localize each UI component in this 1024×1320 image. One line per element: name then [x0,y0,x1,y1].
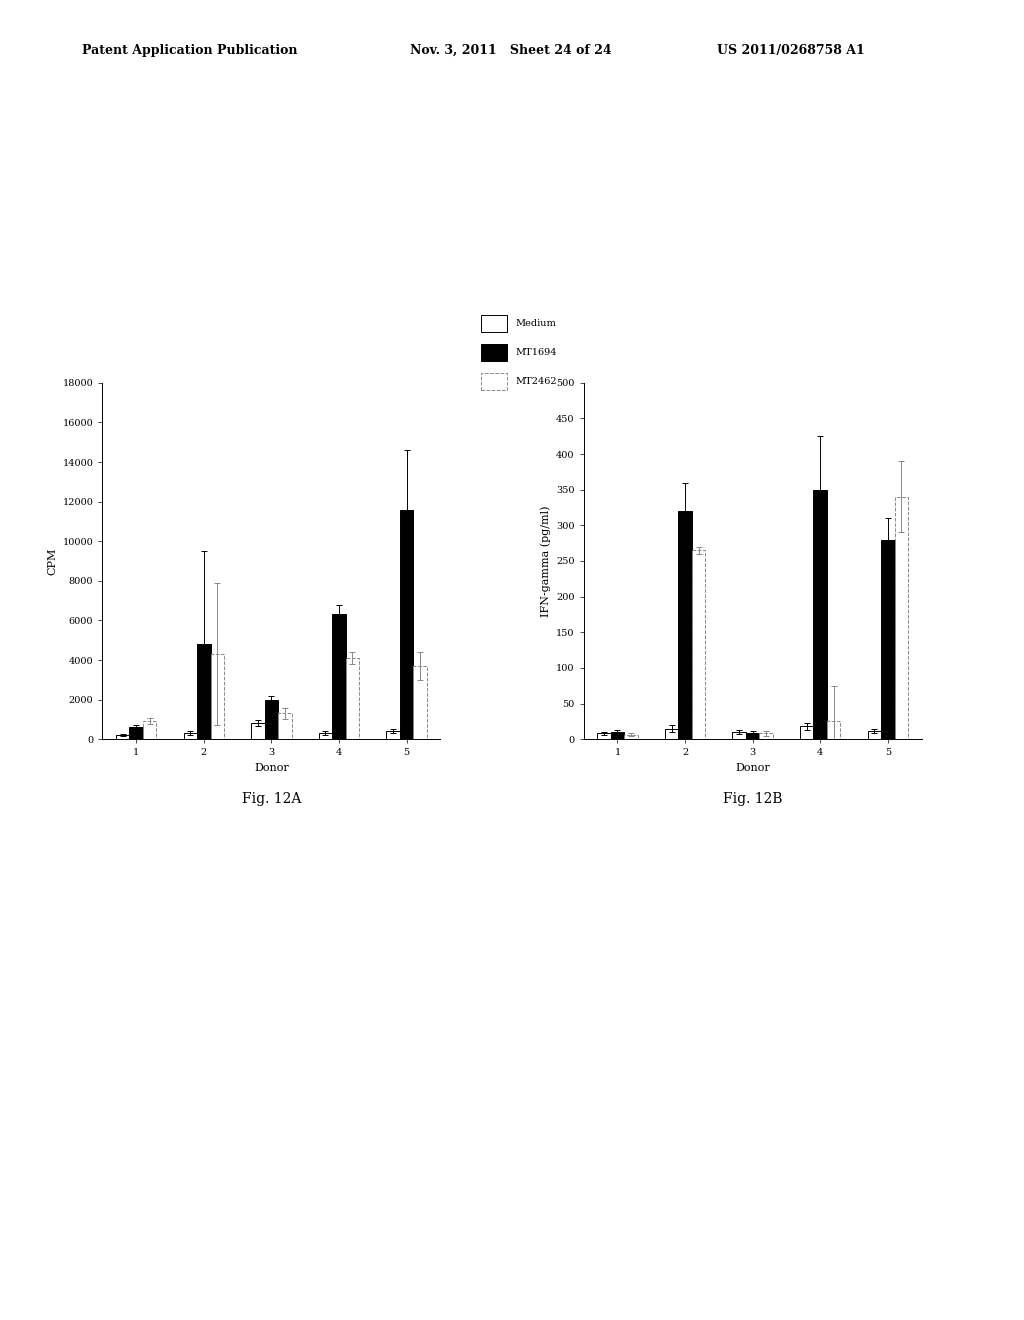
Bar [827,721,841,739]
Bar [197,644,211,739]
X-axis label: Donor: Donor [735,763,770,772]
Bar [760,734,773,739]
Bar [143,721,157,739]
Bar [813,490,827,739]
Bar [597,734,610,739]
Text: Fig. 12B: Fig. 12B [723,792,782,807]
Y-axis label: IFN-gamma (pg/ml): IFN-gamma (pg/ml) [540,506,551,616]
Bar [665,729,678,739]
Bar [399,510,414,739]
Bar [800,726,813,739]
Bar [881,540,895,739]
Bar [251,723,264,739]
Text: Medium: Medium [515,319,556,327]
Bar [279,713,292,739]
X-axis label: Donor: Donor [254,763,289,772]
Bar [732,733,745,739]
Bar [625,735,638,739]
Text: Patent Application Publication: Patent Application Publication [82,44,297,57]
Bar [116,735,129,739]
Bar [129,727,143,739]
Bar [346,659,359,739]
Bar [183,734,197,739]
Text: MT1694: MT1694 [515,348,557,356]
Bar [414,667,427,739]
Bar [692,550,706,739]
Text: Fig. 12A: Fig. 12A [242,792,301,807]
Bar [264,700,279,739]
Bar [867,731,881,739]
Bar [332,615,346,739]
Bar [610,733,625,739]
Text: Nov. 3, 2011   Sheet 24 of 24: Nov. 3, 2011 Sheet 24 of 24 [410,44,611,57]
Text: MT2462: MT2462 [515,378,557,385]
Bar [386,731,399,739]
Bar [318,734,332,739]
Bar [745,734,760,739]
Text: US 2011/0268758 A1: US 2011/0268758 A1 [717,44,864,57]
Bar [678,511,692,739]
Bar [895,496,908,739]
Y-axis label: CPM: CPM [47,548,57,574]
Bar [211,655,224,739]
